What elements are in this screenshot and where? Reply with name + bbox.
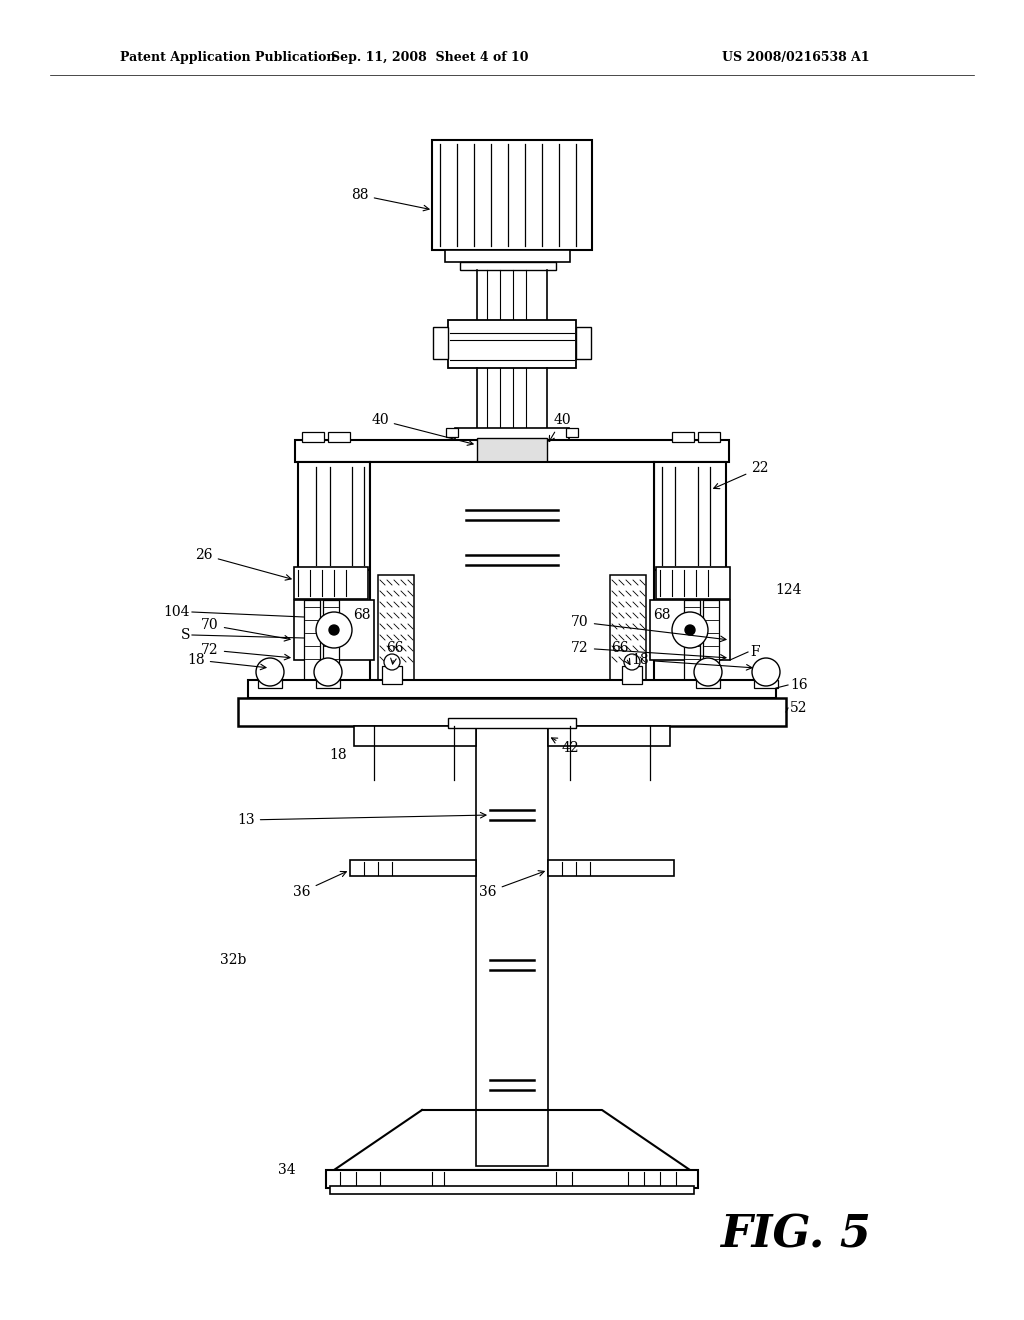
Text: 72: 72 [571,642,726,660]
Bar [316,680,340,688]
Polygon shape [334,1110,690,1170]
Bar [548,861,674,876]
Bar [294,568,368,599]
Text: 16: 16 [790,678,808,692]
Text: F: F [750,645,760,659]
Text: 70: 70 [201,618,290,642]
Text: 18: 18 [187,653,266,669]
Bar [575,327,591,359]
Text: 26: 26 [196,548,291,581]
Bar [762,667,771,680]
Bar [754,680,778,688]
Text: Sep. 11, 2008  Sheet 4 of 10: Sep. 11, 2008 Sheet 4 of 10 [331,51,528,65]
Circle shape [694,657,722,686]
Bar [378,576,414,685]
Text: 40: 40 [371,413,473,445]
Text: 40: 40 [549,413,570,442]
Bar [326,1170,698,1188]
Circle shape [752,657,780,686]
Bar [294,601,374,660]
Text: 88: 88 [351,187,429,211]
Text: 124: 124 [775,583,802,597]
Bar [258,680,282,688]
Circle shape [329,624,339,635]
Bar [650,601,730,660]
Bar [328,432,350,442]
Bar [684,601,700,680]
Bar [432,140,592,249]
Text: 66: 66 [386,642,403,664]
Bar [248,680,776,698]
Bar [370,462,654,682]
Text: 70: 70 [571,615,726,642]
Text: 34: 34 [279,1163,296,1177]
Text: 18: 18 [631,653,752,671]
Circle shape [672,612,708,648]
Text: FIG. 5: FIG. 5 [720,1213,870,1257]
Bar [672,432,694,442]
Bar [705,667,713,680]
Bar [302,432,324,442]
Bar [449,718,575,729]
Bar [566,428,578,437]
Bar [703,601,719,680]
Text: 42: 42 [552,738,579,755]
Text: 72: 72 [201,643,290,660]
Bar [455,428,569,440]
Bar [350,861,476,876]
Bar [656,568,730,599]
Bar [445,249,570,261]
Circle shape [256,657,284,686]
Bar [323,601,339,680]
Bar [433,327,449,359]
Text: 36: 36 [293,871,346,899]
Bar [324,667,333,680]
Bar [476,726,548,1166]
Bar [548,726,670,746]
Text: S: S [180,628,190,642]
Text: 22: 22 [714,461,769,488]
Bar [460,261,556,271]
Bar [330,1185,694,1195]
Bar [622,667,642,684]
Circle shape [624,653,640,671]
Text: 18: 18 [329,748,347,762]
Text: 13: 13 [238,812,486,828]
Bar [266,667,275,680]
Text: 68: 68 [653,609,671,622]
Bar [610,576,646,685]
Text: Patent Application Publication: Patent Application Publication [120,51,336,65]
Text: 66: 66 [611,642,630,664]
Circle shape [314,657,342,686]
Text: US 2008/0216538 A1: US 2008/0216538 A1 [722,51,870,65]
Bar [449,319,575,368]
Bar [698,432,720,442]
Circle shape [685,624,695,635]
Bar [446,428,458,437]
Bar [304,601,319,680]
Bar [654,462,726,570]
Text: 104: 104 [164,605,190,619]
Bar [238,698,786,726]
Bar [477,438,547,465]
Bar [354,726,476,746]
Bar [295,440,729,462]
Bar [298,462,370,570]
Text: 36: 36 [479,871,544,899]
Text: 32b: 32b [219,953,246,968]
Bar [382,667,402,684]
Circle shape [316,612,352,648]
Text: 68: 68 [353,609,371,622]
Text: 52: 52 [790,701,808,715]
Circle shape [384,653,400,671]
Bar [696,680,720,688]
